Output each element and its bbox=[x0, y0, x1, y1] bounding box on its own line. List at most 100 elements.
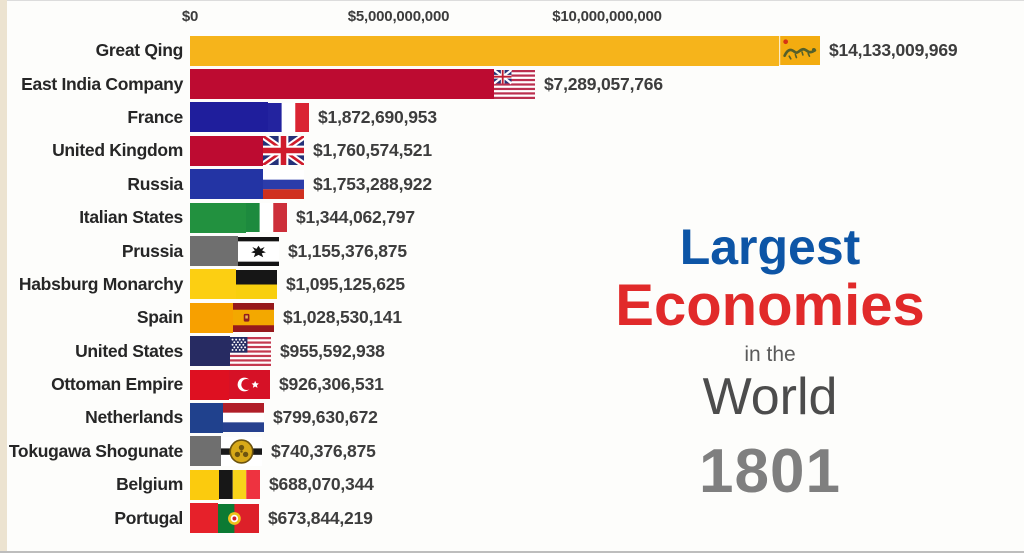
country-label: Ottoman Empire bbox=[51, 374, 183, 395]
country-label: Portugal bbox=[114, 507, 183, 528]
chart-row: Netherlands $799,630,672 bbox=[0, 401, 1024, 434]
chart-row: Ottoman Empire $926,306,531 bbox=[0, 368, 1024, 401]
bar-track: $1,753,288,922 bbox=[190, 169, 1024, 200]
bar bbox=[190, 302, 233, 333]
axis-tick-0: $0 bbox=[181, 8, 199, 25]
value-label: $1,753,288,922 bbox=[313, 173, 432, 194]
value-label: $1,760,574,521 bbox=[313, 140, 432, 161]
bar-track: $7,289,057,766 bbox=[190, 69, 1024, 100]
bar bbox=[190, 236, 238, 267]
habsburg-flag-icon bbox=[236, 270, 277, 299]
russia-flag-icon bbox=[263, 170, 304, 199]
bar-track: $688,070,344 bbox=[190, 469, 1024, 500]
bar-track: $740,376,875 bbox=[190, 436, 1024, 467]
axis-tick-10b: $10,000,000,000 bbox=[552, 8, 662, 25]
bar bbox=[190, 336, 230, 367]
chart-row: Great Qing $14,133,009,969 bbox=[0, 34, 1024, 67]
netherlands-flag-icon bbox=[223, 403, 264, 432]
bar-track: $1,760,574,521 bbox=[190, 135, 1024, 166]
chart-row: Spain $1,028,530,141 bbox=[0, 301, 1024, 334]
country-label: Spain bbox=[136, 307, 183, 328]
country-label: United Kingdom bbox=[52, 140, 183, 161]
qing-flag-icon bbox=[779, 36, 820, 65]
us-flag-icon bbox=[230, 337, 271, 366]
country-label: Belgium bbox=[116, 474, 183, 495]
prussia-flag-icon bbox=[238, 237, 279, 266]
bar bbox=[190, 102, 268, 133]
bar-track: $1,155,376,875 bbox=[190, 236, 1024, 267]
value-label: $799,630,672 bbox=[273, 407, 378, 428]
bar bbox=[190, 69, 494, 100]
bar bbox=[190, 402, 223, 433]
bar bbox=[190, 269, 236, 300]
x-axis: $0 $5,000,000,000 $10,000,000,000 bbox=[0, 0, 1024, 30]
title-in-the: in the bbox=[744, 343, 796, 366]
bar bbox=[190, 169, 263, 200]
country-label: Italian States bbox=[79, 207, 183, 228]
ottoman-flag-icon bbox=[229, 370, 270, 399]
title-block: Largest Economies in the World 1801 bbox=[598, 222, 942, 503]
france-flag-icon bbox=[268, 103, 309, 132]
country-label: United States bbox=[75, 340, 183, 361]
value-label: $688,070,344 bbox=[269, 474, 374, 495]
bar-track: $673,844,219 bbox=[190, 503, 1024, 534]
value-label: $14,133,009,969 bbox=[829, 40, 958, 61]
country-label: France bbox=[127, 106, 183, 127]
title-economies: Economies bbox=[615, 273, 925, 338]
country-label: Russia bbox=[127, 173, 183, 194]
left-letterbox-strip bbox=[0, 0, 7, 553]
value-label: $926,306,531 bbox=[279, 374, 384, 395]
country-label: Tokugawa Shogunate bbox=[8, 440, 183, 461]
chart-row: Tokugawa Shogunate $740,376,875 bbox=[0, 435, 1024, 468]
chart-row: France $1,872,690,953 bbox=[0, 101, 1024, 134]
bar bbox=[190, 135, 263, 166]
chart-row: United States $955,592,938 bbox=[0, 335, 1024, 368]
value-label: $1,872,690,953 bbox=[318, 106, 437, 127]
chart-row: East India Company $7,289,057,766 bbox=[0, 67, 1024, 100]
country-label: Great Qing bbox=[95, 40, 184, 61]
value-label: $1,028,530,141 bbox=[283, 307, 402, 328]
italy-flag-icon bbox=[246, 203, 287, 232]
bar-chart: Great Qing $14,133,009,969 East India Co… bbox=[0, 34, 1024, 535]
chart-row: Belgium $688,070,344 bbox=[0, 468, 1024, 501]
chart-row: Habsburg Monarchy $1,095,125,625 bbox=[0, 268, 1024, 301]
bar bbox=[190, 469, 219, 500]
tokugawa-flag-icon bbox=[221, 437, 262, 466]
country-label: Netherlands bbox=[85, 407, 183, 428]
value-label: $740,376,875 bbox=[271, 440, 376, 461]
chart-row: United Kingdom $1,760,574,521 bbox=[0, 134, 1024, 167]
bar-track: $1,095,125,625 bbox=[190, 269, 1024, 300]
title-world: World bbox=[702, 368, 838, 426]
country-label: East India Company bbox=[21, 73, 183, 94]
belgium-flag-icon bbox=[219, 470, 260, 499]
top-edge-line bbox=[0, 0, 1024, 1]
bar-track: $1,344,062,797 bbox=[190, 202, 1024, 233]
uk-flag-icon bbox=[263, 136, 304, 165]
chart-row: Italian States $1,344,062,797 bbox=[0, 201, 1024, 234]
value-label: $673,844,219 bbox=[268, 507, 373, 528]
bar-track: $1,872,690,953 bbox=[190, 102, 1024, 133]
bar bbox=[190, 369, 229, 400]
value-label: $955,592,938 bbox=[280, 340, 385, 361]
bar-track: $799,630,672 bbox=[190, 402, 1024, 433]
value-label: $7,289,057,766 bbox=[544, 73, 663, 94]
country-label: Habsburg Monarchy bbox=[18, 273, 183, 294]
axis-tick-5b: $5,000,000,000 bbox=[347, 8, 450, 25]
bar bbox=[190, 503, 218, 534]
chart-row: Russia $1,753,288,922 bbox=[0, 168, 1024, 201]
bar bbox=[190, 35, 779, 66]
value-label: $1,155,376,875 bbox=[288, 240, 407, 261]
bottom-edge-line bbox=[0, 551, 1024, 553]
bar-track: $955,592,938 bbox=[190, 336, 1024, 367]
title-year: 1801 bbox=[699, 437, 841, 506]
bar bbox=[190, 202, 246, 233]
bar-track: $1,028,530,141 bbox=[190, 302, 1024, 333]
value-label: $1,095,125,625 bbox=[286, 273, 405, 294]
chart-row: Portugal $673,844,219 bbox=[0, 501, 1024, 534]
bar-track: $14,133,009,969 bbox=[190, 35, 1024, 66]
bar bbox=[190, 436, 221, 467]
spain-flag-icon bbox=[233, 303, 274, 332]
chart-row: Prussia $1,155,376,875 bbox=[0, 234, 1024, 267]
bar-track: $926,306,531 bbox=[190, 369, 1024, 400]
